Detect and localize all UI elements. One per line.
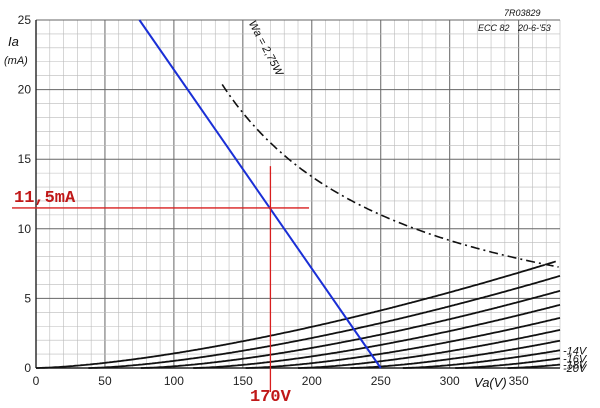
x-axis-label: Va(V) <box>474 375 507 390</box>
x-tick-label: 200 <box>302 374 322 388</box>
y-axis-label-symbol: Ia <box>8 34 19 49</box>
curve--10V-solid <box>298 329 561 369</box>
curve-Vg=0V-solid <box>36 263 546 369</box>
curve--18V-solid <box>507 363 561 369</box>
x-tick-label: 250 <box>371 374 391 388</box>
y-axis-label-unit: (mA) <box>4 55 28 67</box>
curve-labels: Vg = 0V-2V-4V-6V-8V-10V-12V-14V-16V-18V-… <box>563 345 588 375</box>
x-tick-label: 100 <box>164 374 184 388</box>
curve--2V-solid <box>88 275 561 369</box>
va-marker-label: 170V <box>250 388 292 407</box>
curve-label--16V: -16V <box>563 353 588 365</box>
curve-label--20V: -20V <box>563 363 588 375</box>
curve-Vg=0V-dashed <box>545 259 561 266</box>
y-tick-label: 15 <box>18 152 32 166</box>
curve--14V-solid <box>402 349 561 369</box>
x-tick-label: 0 <box>33 374 40 388</box>
x-tick-label: 150 <box>233 374 253 388</box>
stamp-tube: ECC 82 <box>478 23 510 33</box>
curve--6V-solid <box>193 303 561 369</box>
y-tick-label: 20 <box>18 83 32 97</box>
stamp-code: 7R03829 <box>504 8 541 18</box>
curve--4V-solid <box>140 289 561 369</box>
dissipation-label: Wa = 2,75W <box>246 19 286 80</box>
grid-voltage-curves <box>36 259 561 369</box>
y-tick-label: 25 <box>18 13 32 27</box>
curve--8V-solid <box>245 317 561 369</box>
x-tick-label: 350 <box>509 374 529 388</box>
max-dissipation-curve: Wa = 2,75W <box>221 19 559 268</box>
load-line-path <box>138 19 382 369</box>
curve-label--18V: -18V <box>563 360 588 372</box>
x-tick-label: 50 <box>98 374 112 388</box>
y-tick-label: 10 <box>18 222 32 236</box>
y-tick-label: 0 <box>24 361 31 375</box>
curve--16V-solid <box>455 357 561 369</box>
operating-point-markers: 11,5mA 170V <box>12 166 310 407</box>
x-tick-label: 300 <box>440 374 460 388</box>
curve--12V-solid <box>350 339 561 369</box>
ia-marker-label: 11,5mA <box>14 189 76 208</box>
dissipation-curve-path <box>221 83 559 268</box>
load-line <box>138 19 382 369</box>
stamp-date: 20-6-'53 <box>517 23 551 33</box>
curve-label--14V: -14V <box>563 345 588 357</box>
y-tick-label: 5 <box>24 291 31 305</box>
